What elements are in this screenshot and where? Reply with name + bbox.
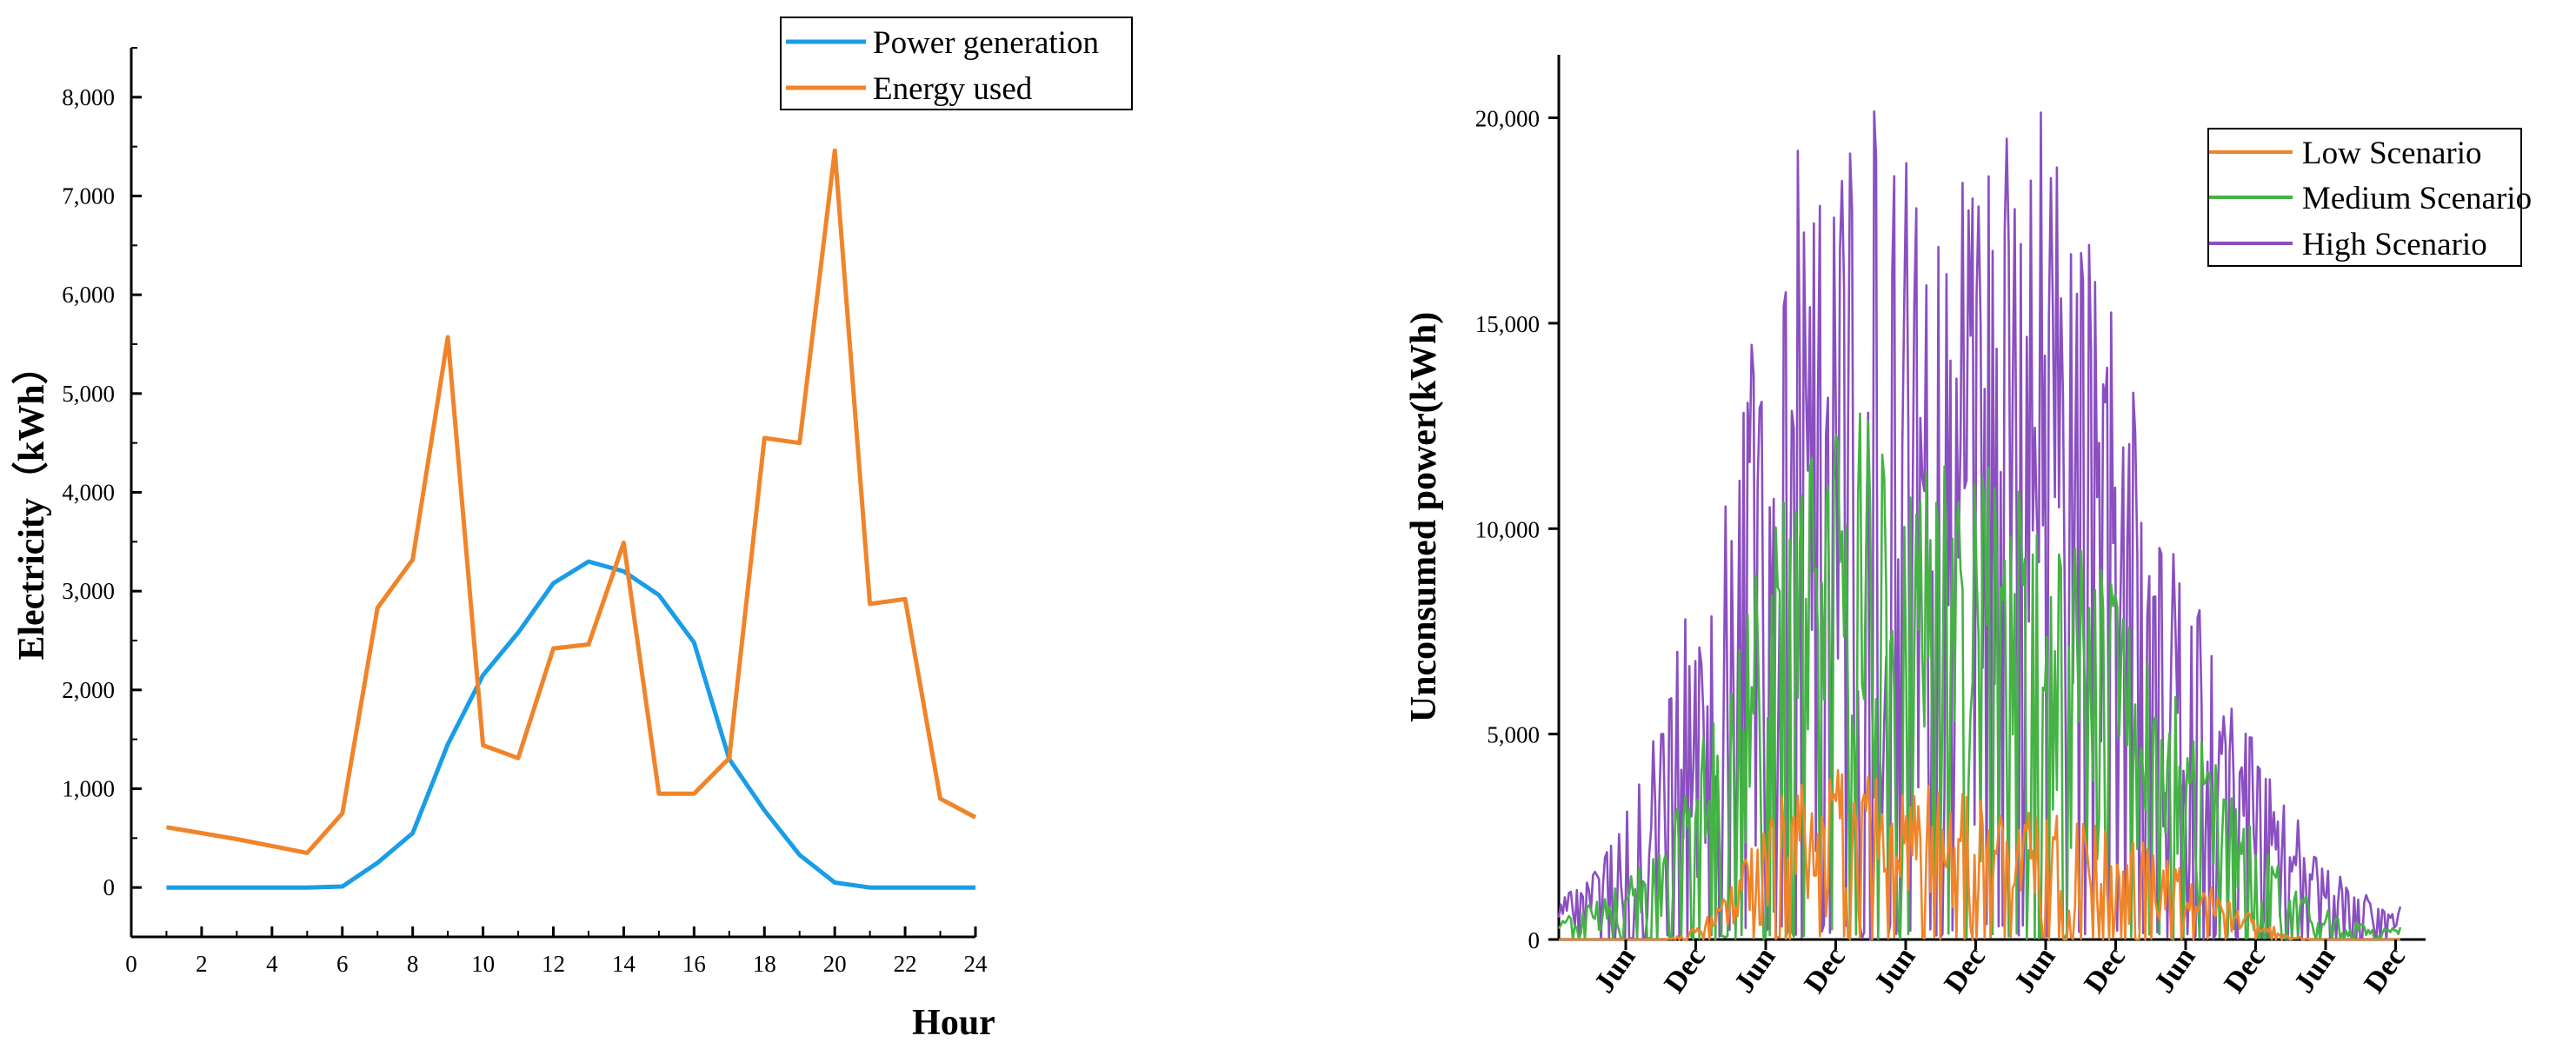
x-tick-label: 16 [682, 951, 706, 977]
x-tick-label: Dec [1658, 941, 1712, 999]
y-axis-title: Electricity（kWh） [11, 348, 52, 660]
x-tick-label: 24 [964, 951, 988, 977]
series-line-energy-used [166, 148, 977, 855]
y-tick-label: 7,000 [62, 183, 115, 209]
x-tick-label: 22 [894, 951, 917, 977]
x-tick-label: 0 [125, 951, 137, 977]
series-layer [1557, 110, 2402, 941]
x-tick-label: Jun [1728, 941, 1782, 999]
series-line-power-generation [166, 559, 975, 890]
x-axis-title: Hour [912, 1003, 995, 1043]
x-tick-label: 14 [612, 951, 636, 977]
x-tick-label: Jun [2008, 941, 2062, 999]
y-tick-label: 0 [1528, 927, 1541, 953]
x-tick-label: 12 [542, 951, 565, 977]
y-tick-label: 8,000 [62, 84, 115, 110]
x-tick-label: 8 [407, 951, 419, 977]
x-tick-label: 6 [336, 951, 349, 977]
x-tick-label: 20 [823, 951, 847, 977]
legend-label-power-generation: Power generation [873, 25, 1099, 61]
y-axis-ticks: 0 5,000 10,000 15,000 20,000 [1475, 106, 1559, 953]
y-tick-label: 6,000 [62, 282, 115, 308]
legend-label-low-scenario: Low Scenario [2302, 136, 2482, 171]
legend-box [780, 17, 1133, 110]
y-tick-label: 2,000 [62, 677, 115, 703]
y-tick-label: 15,000 [1475, 311, 1540, 337]
y-axis-ticks: 0 1,000 2,000 3,000 4,000 5,000 6,000 7,000 8,00… [62, 47, 142, 938]
y-tick-label: 1,000 [62, 776, 115, 802]
y-tick-label: 5,000 [1487, 722, 1540, 748]
x-tick-label: Dec [2358, 941, 2412, 999]
legend-label-energy-used: Energy used [873, 71, 1033, 107]
x-axis-ticks: 0 2 4 6 8 10 12 14 16 18 20 22 24 [125, 926, 988, 977]
y-tick-label: 5,000 [62, 381, 115, 407]
x-tick-label: Dec [2218, 941, 2272, 999]
x-tick-label: Dec [1938, 941, 1992, 999]
series-line-low-scenario [1559, 768, 2400, 941]
y-tick-label: 20,000 [1475, 106, 1540, 132]
x-tick-label: 4 [266, 951, 278, 977]
legend-label-high-scenario: High Scenario [2302, 227, 2487, 262]
x-tick-label: Dec [1798, 941, 1852, 999]
x-tick-label: 10 [471, 951, 495, 977]
series-layer [166, 148, 977, 890]
x-tick-label: Jun [1868, 941, 1922, 999]
x-tick-label: Jun [1588, 941, 1642, 999]
x-tick-label: Jun [2288, 941, 2342, 999]
legend-label-medium-scenario: Medium Scenario [2302, 181, 2532, 216]
x-tick-label: Jun [2148, 941, 2202, 999]
x-tick-label: 18 [753, 951, 776, 977]
legend: Power generation Energy used [780, 17, 1133, 110]
y-axis-title: Unconsumed power(kWh) [1404, 312, 1444, 723]
legend: Low Scenario Medium Scenario High Scenar… [2207, 128, 2532, 267]
x-tick-label: Dec [2078, 941, 2132, 999]
hourly-electricity-chart: 0 1,000 2,000 3,000 4,000 5,000 6,000 7,000 8,00… [11, 17, 1133, 1043]
y-tick-label: 4,000 [62, 480, 115, 506]
y-tick-label: 3,000 [62, 578, 115, 604]
y-tick-label: 0 [103, 874, 116, 900]
y-tick-label: 10,000 [1475, 516, 1540, 542]
x-tick-label: 2 [196, 951, 208, 977]
x-axis-ticks: Jun Dec Jun Dec Jun Dec Jun Dec Jun Dec Jun Dec [1588, 939, 2412, 999]
series-line-high-scenario [1557, 110, 2402, 941]
